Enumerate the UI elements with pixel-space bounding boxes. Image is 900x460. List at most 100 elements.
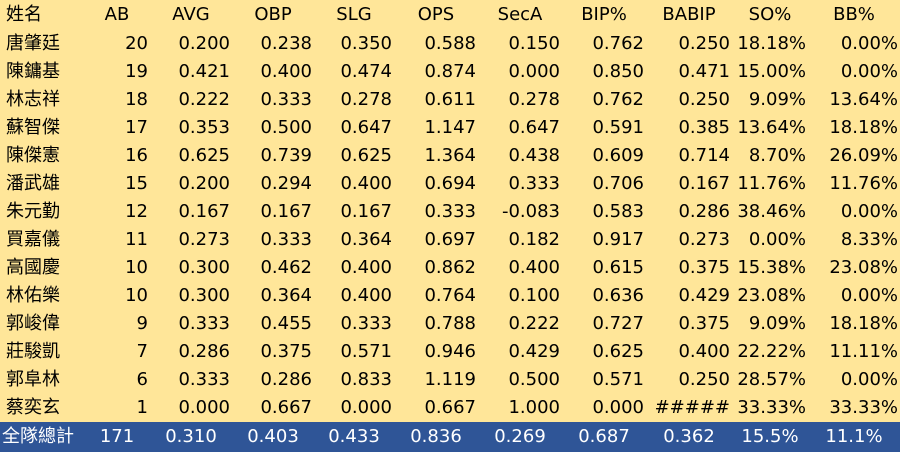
stat-cell: 0.333 [394,198,478,226]
stat-cell: 0.400 [314,170,394,198]
stat-cell: 0.375 [646,310,732,338]
stat-cell: 0.647 [314,114,394,142]
total-stat-cell: 11.1% [808,422,900,452]
stat-cell: 28.57% [732,366,808,394]
stat-cell: 0.625 [562,338,646,366]
stat-cell: 8.70% [732,142,808,170]
player-name-cell: 朱元勤 [0,198,84,226]
column-header: BABIP [646,0,732,30]
table-row: 郭阜林 6 0.333 0.286 0.833 1.119 0.500 0.571 0.250 2… [0,366,900,394]
stat-cell: 0.471 [646,58,732,86]
total-stat-cell: 15.5% [732,422,808,452]
player-name-cell: 郭阜林 [0,366,84,394]
table-row: 蘇智傑 17 0.353 0.500 0.647 1.147 0.647 0.591 0.385… [0,114,900,142]
stat-cell: 10 [84,254,150,282]
stat-cell: 33.33% [808,394,900,422]
stat-cell: 0.150 [478,30,562,58]
total-stat-cell: 0.362 [646,422,732,452]
stat-cell: 0.400 [314,282,394,310]
stat-cell: 0.286 [646,198,732,226]
stat-cell: 0.400 [232,58,314,86]
stat-cell: 0.273 [150,226,232,254]
stat-cell: 6 [84,366,150,394]
total-stat-cell: 0.310 [150,422,232,452]
stat-cell: 0.591 [562,114,646,142]
stat-cell: 0.00% [808,198,900,226]
stat-cell: 18.18% [732,30,808,58]
stat-cell: 23.08% [732,282,808,310]
column-header: SecA [478,0,562,30]
stat-cell: 0.167 [646,170,732,198]
table-row: 朱元勤 12 0.167 0.167 0.167 0.333 -0.083 0.583 0.28… [0,198,900,226]
stat-cell: 0.400 [478,254,562,282]
stat-cell: 38.46% [732,198,808,226]
stat-cell: 0.462 [232,254,314,282]
stat-cell: 0.667 [394,394,478,422]
stat-cell: 11.76% [732,170,808,198]
stat-cell: 0.273 [646,226,732,254]
total-stat-cell: 0.433 [314,422,394,452]
stat-cell: 0.364 [314,226,394,254]
stat-cell: 0.714 [646,142,732,170]
stat-cell: 0.375 [232,338,314,366]
player-name-cell: 蔡奕玄 [0,394,84,422]
stat-cell: 0.00% [808,58,900,86]
stat-cell: 19 [84,58,150,86]
stat-cell: 0.000 [562,394,646,422]
stat-cell: 0.874 [394,58,478,86]
stat-cell: 0.583 [562,198,646,226]
total-stat-cell: 0.403 [232,422,314,452]
stat-cell: 0.917 [562,226,646,254]
stat-cell: 13.64% [732,114,808,142]
stat-cell: 0.238 [232,30,314,58]
stat-cell: 10 [84,282,150,310]
player-name-cell: 林志祥 [0,86,84,114]
stat-cell: 1 [84,394,150,422]
stat-cell: 11 [84,226,150,254]
stat-cell: 0.421 [150,58,232,86]
stat-cell: 18.18% [808,310,900,338]
stat-cell: 0.333 [232,86,314,114]
stat-cell: 0.438 [478,142,562,170]
stat-cell: 0.364 [232,282,314,310]
table-body: 唐肇廷 20 0.200 0.238 0.350 0.588 0.150 0.762 0.250… [0,30,900,422]
stat-cell: 0.474 [314,58,394,86]
column-header: OBP [232,0,314,30]
stat-cell: 0.611 [394,86,478,114]
stat-cell: 0.400 [314,254,394,282]
column-header: SO% [732,0,808,30]
stat-cell: 17 [84,114,150,142]
player-name-cell: 莊駿凱 [0,338,84,366]
stat-cell: 0.697 [394,226,478,254]
stat-cell: 0.167 [314,198,394,226]
table-row: 陳傑憲 16 0.625 0.739 0.625 1.364 0.438 0.609 0.714… [0,142,900,170]
total-stat-cell: 0.687 [562,422,646,452]
table-row: 唐肇廷 20 0.200 0.238 0.350 0.588 0.150 0.762 0.250… [0,30,900,58]
stat-cell: 0.000 [478,58,562,86]
stat-cell: 0.100 [478,282,562,310]
stat-cell: 0.00% [808,366,900,394]
stat-cell: 0.333 [150,366,232,394]
total-row: 全隊總計 171 0.310 0.403 0.433 0.836 0.269 0.687 0.3… [0,422,900,452]
stat-cell: 9.09% [732,86,808,114]
stat-cell: 0.278 [478,86,562,114]
stat-cell: 15.00% [732,58,808,86]
stat-cell: 0.571 [562,366,646,394]
table-row: 林佑樂 10 0.300 0.364 0.400 0.764 0.100 0.636 0.429… [0,282,900,310]
stat-cell: 0.429 [646,282,732,310]
stat-cell: 0.000 [314,394,394,422]
stat-cell: 0.647 [478,114,562,142]
header-row: 姓名 AB AVG OBP SLG OPS SecA BIP% BABIP SO% BB% [0,0,900,30]
stat-cell: 0.167 [232,198,314,226]
stat-cell: 1.364 [394,142,478,170]
table-row: 陳鏞基 19 0.421 0.400 0.474 0.874 0.000 0.850 0.471… [0,58,900,86]
column-header: AB [84,0,150,30]
stat-cell: 0.946 [394,338,478,366]
stat-cell: 0.00% [732,226,808,254]
stat-cell: 0.400 [646,338,732,366]
stat-cell: 0.727 [562,310,646,338]
table-header: 姓名 AB AVG OBP SLG OPS SecA BIP% BABIP SO% BB% [0,0,900,30]
stat-cell: 0.333 [232,226,314,254]
stat-cell: 9 [84,310,150,338]
